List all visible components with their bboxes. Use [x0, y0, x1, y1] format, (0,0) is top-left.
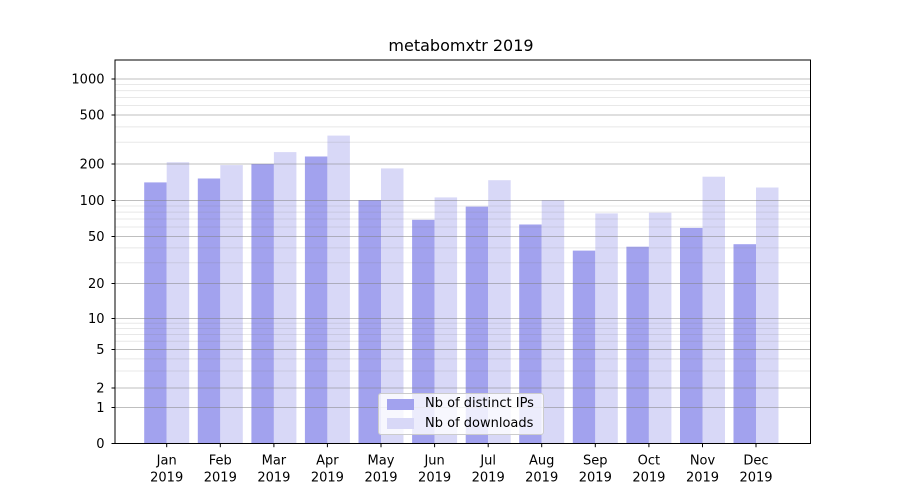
y-tick-label: 1	[96, 401, 104, 416]
x-tick-label-year: 2019	[579, 471, 612, 486]
y-tick-label: 0	[96, 437, 104, 452]
bar-downloads-aug	[541, 200, 565, 444]
bar-distinct-ips-sep	[572, 250, 596, 444]
x-tick-label-year: 2019	[632, 471, 665, 486]
x-tick-label-month: Dec	[743, 454, 768, 469]
legend-label-distinct-ips: Nb of distinct IPs	[425, 396, 534, 412]
x-tick-label-month: Jun	[423, 454, 444, 469]
bar-distinct-ips-mar	[251, 164, 274, 444]
bar-downloads-feb	[220, 165, 243, 444]
x-tick-label-month: Jan	[156, 454, 177, 469]
bar-downloads-mar	[273, 152, 297, 444]
y-tick-label: 50	[88, 230, 105, 245]
legend-row-distinct-ips: Nb of distinct IPs	[387, 396, 535, 412]
x-tick-label-year: 2019	[311, 471, 344, 486]
x-tick-label-month: Jul	[479, 454, 496, 469]
bar-distinct-ips-nov	[680, 227, 703, 444]
y-tick-label: 1000	[71, 73, 104, 88]
bar-distinct-ips-jan	[144, 182, 167, 444]
x-tick-label-month: Aug	[529, 454, 554, 469]
x-tick-label-year: 2019	[257, 471, 290, 486]
legend-label-downloads: Nb of downloads	[425, 415, 534, 431]
x-tick-label-month: Nov	[690, 454, 716, 469]
bar-downloads-may	[381, 168, 404, 444]
bar-distinct-ips-may	[358, 200, 381, 444]
bar-downloads-sep	[595, 213, 618, 444]
axis-tick-labels-group: 0 1 2 5 10 20 50 100 200 500 1000 Jan 2019 Feb 2019 Mar…	[71, 73, 772, 486]
legend: Nb of distinct IPs Nb of downloads	[378, 393, 544, 435]
plot-frame	[114, 59, 811, 444]
y-tick-label: 5	[96, 343, 104, 358]
bar-downloads-jun	[434, 197, 458, 444]
bar-distinct-ips-jul	[465, 206, 489, 444]
y-tick-label: 20	[88, 277, 105, 292]
legend-swatch-distinct-ips	[387, 398, 414, 410]
x-tick-label-year: 2019	[204, 471, 237, 486]
bars-group	[144, 135, 779, 444]
bar-distinct-ips-oct	[626, 246, 649, 444]
bar-downloads-jan	[166, 162, 190, 444]
x-tick-label-year: 2019	[150, 471, 183, 486]
bar-downloads-jul	[488, 180, 511, 444]
x-tick-label-year: 2019	[472, 471, 505, 486]
y-tick-label: 500	[80, 109, 105, 124]
bar-downloads-dec	[756, 187, 779, 444]
bar-distinct-ips-apr	[304, 156, 328, 444]
bar-downloads-nov	[702, 176, 725, 444]
x-tick-label-month: Apr	[316, 454, 339, 469]
y-tick-label: 10	[88, 312, 105, 327]
legend-row-downloads: Nb of downloads	[387, 416, 535, 432]
bar-distinct-ips-feb	[197, 178, 221, 444]
bar-downloads-oct	[648, 212, 672, 444]
chart-title: metabomxtr 2019	[388, 36, 533, 55]
bar-downloads-apr	[327, 135, 350, 444]
x-tick-label-year: 2019	[525, 471, 558, 486]
bar-distinct-ips-aug	[519, 224, 542, 444]
bar-distinct-ips-dec	[733, 244, 756, 444]
y-tick-label: 2	[96, 382, 104, 397]
axis-ticks-group	[111, 78, 757, 448]
x-tick-label-month: Mar	[262, 454, 287, 469]
gridlines-group	[115, 78, 811, 408]
x-tick-label-month: Feb	[209, 454, 232, 469]
x-tick-label-year: 2019	[686, 471, 719, 486]
y-tick-label: 200	[80, 158, 105, 173]
y-tick-label: 100	[80, 194, 105, 209]
legend-swatch-downloads	[387, 418, 414, 430]
x-tick-label-month: Sep	[583, 454, 608, 469]
x-tick-label-year: 2019	[364, 471, 397, 486]
x-tick-label-year: 2019	[739, 471, 772, 486]
x-tick-label-month: Oct	[638, 454, 660, 469]
x-tick-label-year: 2019	[418, 471, 451, 486]
x-tick-label-month: May	[368, 454, 395, 469]
